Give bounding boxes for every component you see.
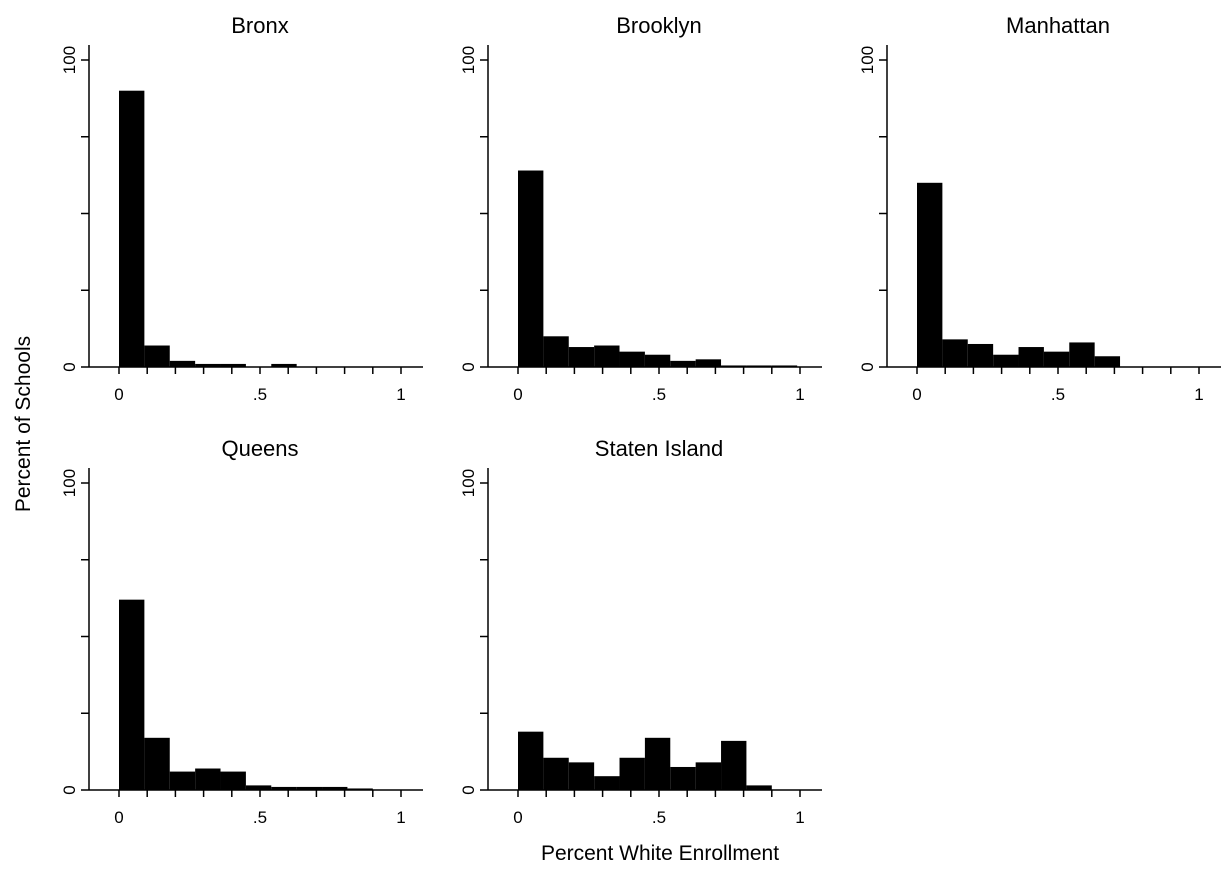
histogram-bar [220, 363, 246, 367]
histogram-bar [619, 757, 645, 790]
panel-brooklyn: Brooklyn 0 100 0 .5 1 [459, 13, 822, 404]
histogram-bar [271, 363, 297, 367]
histogram-bar [1094, 356, 1121, 367]
histogram-bar [347, 788, 373, 790]
histogram-bar [1043, 351, 1070, 367]
histogram-bar [967, 343, 994, 367]
histogram-bar [568, 762, 595, 790]
histogram-bar [245, 785, 272, 790]
histogram-bar [746, 785, 772, 790]
y-tick-label: 100 [858, 46, 877, 74]
histogram-bar [195, 363, 221, 367]
x-tick-label: .5 [253, 385, 267, 404]
x-tick-label: .5 [652, 385, 666, 404]
histogram-bar [169, 360, 196, 367]
histogram-bar [695, 762, 722, 790]
histogram-bar [144, 345, 170, 367]
y-tick-label: 100 [459, 469, 478, 497]
x-tick-label: 1 [396, 385, 405, 404]
histogram-bar [144, 737, 170, 790]
x-tick-label: 1 [396, 808, 405, 827]
panel-title: Staten Island [595, 436, 723, 461]
x-tick-label: 0 [912, 385, 921, 404]
x-tick-label: 1 [1194, 385, 1203, 404]
panel-manhattan: Manhattan 0 100 0 .5 1 [858, 13, 1221, 404]
histogram-bar [322, 786, 348, 790]
histogram-bar [220, 771, 246, 790]
histogram-bar [543, 757, 569, 790]
histogram-bar [1018, 347, 1044, 367]
histogram-bar [942, 339, 968, 367]
y-tick-label: 0 [858, 362, 877, 371]
panel-queens: Queens 0 100 0 .5 1 [60, 436, 423, 827]
x-tick-label: .5 [652, 808, 666, 827]
histogram-bar [568, 347, 595, 367]
histogram-bar [993, 354, 1019, 367]
histogram-bar [746, 365, 772, 367]
x-tick-label: 0 [114, 808, 123, 827]
y-tick-label: 0 [60, 362, 79, 371]
histogram-bar [695, 359, 722, 367]
x-tick-label: 0 [513, 808, 522, 827]
y-tick-label: 0 [459, 785, 478, 794]
histogram-bar [771, 365, 798, 367]
panel-title: Brooklyn [616, 13, 702, 38]
histogram-bar [594, 776, 620, 790]
x-tick-label: 1 [795, 808, 804, 827]
x-axis-title: Percent White Enrollment [541, 842, 779, 865]
x-tick-label: 0 [114, 385, 123, 404]
x-tick-label: 1 [795, 385, 804, 404]
histogram-bar [670, 360, 696, 367]
y-tick-label: 0 [60, 785, 79, 794]
x-tick-label: .5 [1051, 385, 1065, 404]
histogram-bar [594, 345, 620, 367]
y-tick-label: 100 [459, 46, 478, 74]
histogram-bar [721, 365, 747, 367]
histogram-bar [296, 786, 323, 790]
histogram-bar [619, 351, 645, 367]
histogram-bar [644, 354, 671, 367]
histogram-bar [1069, 342, 1095, 367]
histogram-bar [721, 740, 747, 790]
x-tick-label: .5 [253, 808, 267, 827]
histogram-bar [644, 737, 671, 790]
panel-title: Queens [221, 436, 298, 461]
y-tick-label: 0 [459, 362, 478, 371]
panel-bronx: Bronx 0 100 0 .5 1 [60, 13, 423, 404]
histogram-bar [169, 771, 196, 790]
histogram-bar [917, 182, 943, 367]
y-axis-title: Percent of Schools [12, 336, 35, 512]
histogram-bar [119, 599, 145, 790]
panel-title: Manhattan [1006, 13, 1110, 38]
histogram-bar [119, 90, 145, 367]
panel-staten-island: Staten Island 0 100 0 .5 1 [459, 436, 822, 827]
histogram-bar [518, 731, 544, 790]
y-tick-label: 100 [60, 469, 79, 497]
histogram-bar [271, 786, 297, 790]
histogram-bar [518, 170, 544, 367]
histogram-bar [195, 768, 221, 790]
y-tick-label: 100 [60, 46, 79, 74]
histogram-bar [670, 766, 696, 790]
panel-title: Bronx [231, 13, 288, 38]
histogram-bar [543, 336, 569, 367]
x-tick-label: 0 [513, 385, 522, 404]
